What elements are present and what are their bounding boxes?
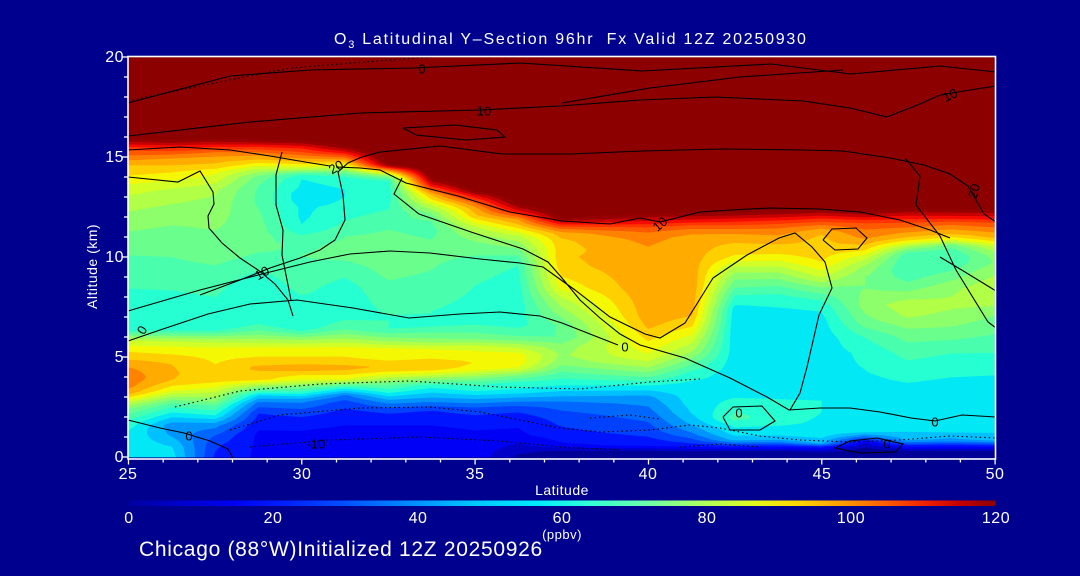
svg-text:10: 10 xyxy=(940,85,959,105)
svg-text:-10: -10 xyxy=(307,437,326,452)
svg-text:10: 10 xyxy=(252,263,272,283)
svg-text:20: 20 xyxy=(326,157,346,177)
svg-text:0: 0 xyxy=(621,340,628,355)
svg-text:0: 0 xyxy=(931,415,938,430)
svg-text:20: 20 xyxy=(965,182,983,200)
svg-text:0: 0 xyxy=(418,62,425,77)
svg-text:0: 0 xyxy=(883,437,890,452)
svg-text:10: 10 xyxy=(477,104,491,119)
svg-text:0: 0 xyxy=(735,406,742,421)
svg-text:0: 0 xyxy=(185,429,192,444)
